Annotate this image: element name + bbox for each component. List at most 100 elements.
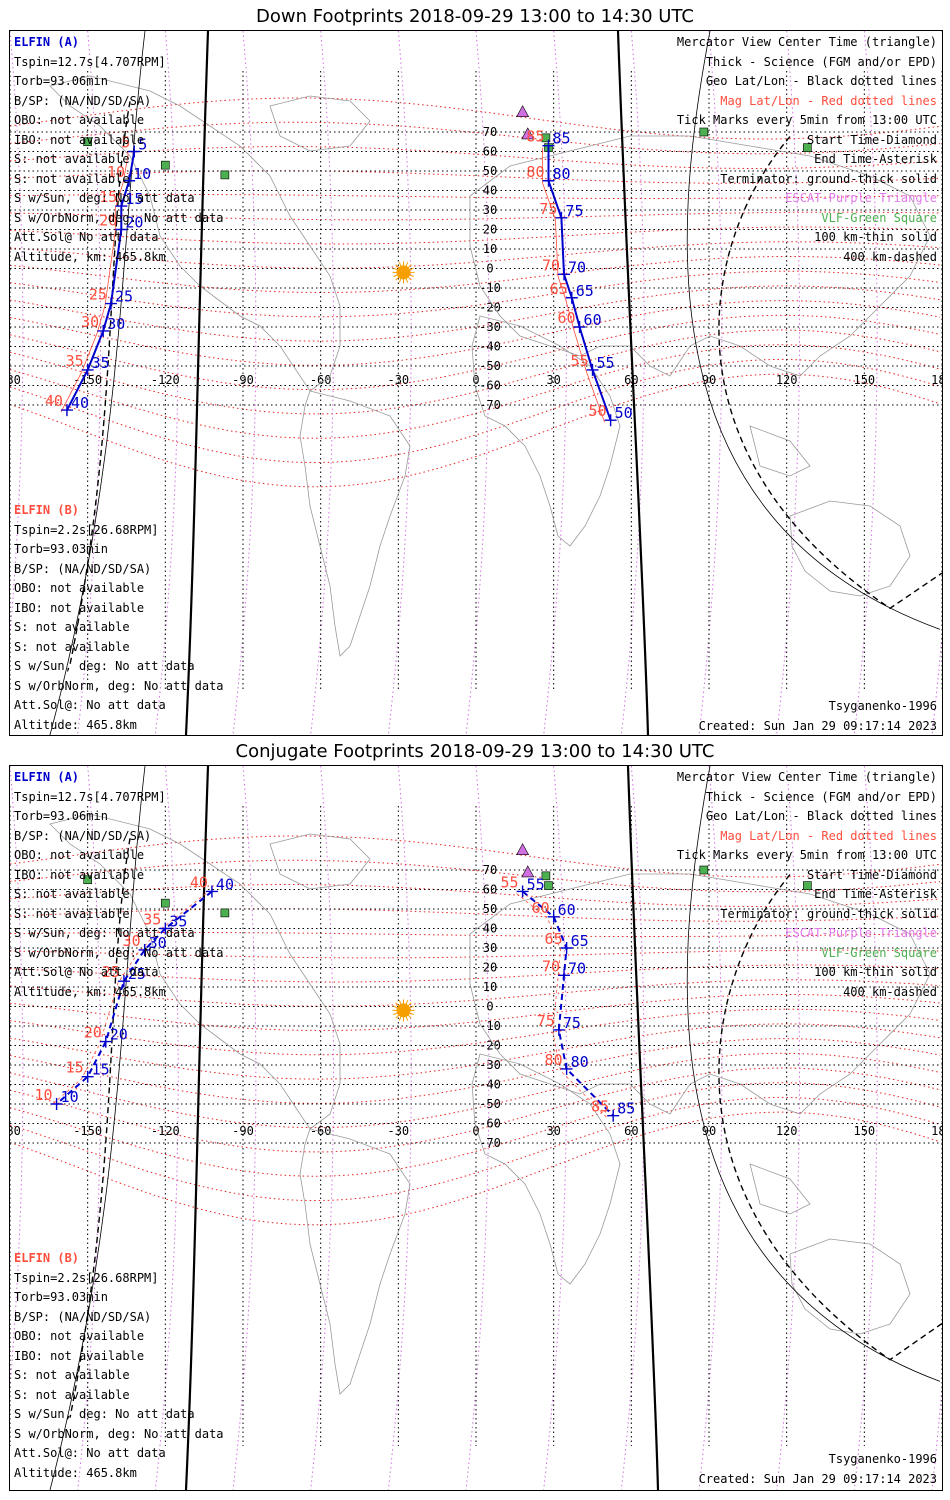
legend-line: Thick - Science (FGM and/or EPD) — [705, 54, 937, 69]
vlf-square — [541, 871, 551, 881]
tick-mark — [115, 200, 128, 213]
elfin-b-tick-label: 5 — [121, 134, 130, 152]
elfin-a-footprint-track — [547, 145, 612, 421]
info-line: S w/OrbNorm, deg: No att data — [14, 1426, 224, 1441]
elfin-a-tick-label: 60 — [558, 901, 576, 919]
elfin-a-tick-label: 5 — [138, 136, 147, 154]
elfin-b-tick-label: 75 — [537, 1012, 555, 1030]
lat-tick-label: -30 — [479, 1058, 501, 1072]
elfin-b-tick-label: 85 — [591, 1098, 609, 1116]
elfin-a-tick-label: 65 — [571, 932, 589, 950]
info-line: S w/OrbNorm, deg: No att data — [14, 210, 224, 225]
elfin-b-tick-label: 10 — [107, 163, 125, 181]
lon-tick-label: 90 — [702, 373, 716, 387]
legend-line: Tick Marks every 5min from 13:00 UTC — [676, 848, 937, 862]
legend-line: 100 km-thin solid — [814, 230, 937, 244]
altitude-100km-curve — [49, 766, 146, 1490]
tick-mark — [97, 324, 110, 337]
coastline — [749, 1163, 811, 1215]
tick-mark — [552, 1023, 565, 1036]
coastline — [749, 425, 811, 477]
elfin-b-tick-label: 55 — [570, 352, 588, 370]
created-label: Created: Sun Jan 29 09:17:14 2023 — [698, 1471, 937, 1486]
lat-tick-label: 0 — [486, 262, 493, 276]
lat-tick-label: 20 — [483, 961, 497, 975]
elfin-b-tick-label: 80 — [526, 163, 544, 181]
vlf-square — [541, 133, 551, 143]
legend-line: Terminator: ground-thick solid — [720, 171, 937, 186]
elfin-b-tick-label: 65 — [545, 930, 563, 948]
info-line: Torb=93.03min — [14, 542, 108, 556]
tick-mark — [138, 943, 151, 956]
mag-lon-line — [620, 31, 645, 735]
info-line: S: not available — [14, 171, 130, 186]
elfin-b-tick-label: 70 — [542, 256, 560, 274]
tick-mark — [586, 363, 599, 376]
mag-lat-line — [10, 170, 941, 184]
coastline — [789, 500, 911, 597]
legend: Mercator View Center Time (triangle) Thi… — [677, 768, 937, 1002]
legend-line: Mag Lat/Lon - Red dotted lines — [720, 93, 937, 108]
altitude-400km-curve — [718, 874, 942, 1361]
elfin-a-tick-label: 65 — [576, 282, 594, 300]
tick-mark — [516, 885, 529, 898]
elfin-a-tick-label: 80 — [552, 165, 570, 183]
lon-tick-label: 180 — [10, 1124, 21, 1138]
info-line: OBO: not available — [14, 1329, 145, 1343]
elfin-b-tick-label: 15 — [99, 188, 117, 206]
mag-lat-line — [10, 211, 941, 221]
elfin-b-info: ELFIN (B) Tspin=2.2s[26.68RPM] Torb=93.0… — [14, 501, 224, 735]
vlf-square — [220, 170, 230, 180]
created-label: Created: Sun Jan 29 09:17:14 2023 — [698, 718, 937, 733]
info-line: S: not available — [14, 906, 130, 921]
elfin-a-tick-label: 85 — [552, 130, 570, 148]
mag-lat-line — [10, 1052, 941, 1129]
info-line: Altitude: 465.8km — [14, 1465, 137, 1480]
tick-mark — [123, 174, 136, 187]
elfin-b-tick-label: 75 — [539, 200, 557, 218]
info-line: Tspin=12.7s[4.707RPM] — [14, 54, 166, 69]
info-line: S w/Sun, deg: No att data — [14, 191, 195, 205]
model-label: Tsyganenko-1996 — [828, 1452, 937, 1466]
lat-tick-label: -40 — [479, 340, 501, 354]
elfin-a-tick-label: 60 — [584, 311, 602, 329]
mag-lat-line — [10, 329, 941, 415]
elfin-b-tick-label: 15 — [66, 1059, 84, 1077]
elfin-b-footprint-track — [50, 893, 207, 1107]
info-line: IBO: not available — [14, 132, 145, 147]
mag-lon-line — [853, 31, 878, 735]
elfin-a-info: ELFIN (A) Tspin=12.7s[4.707RPM] Torb=93.… — [14, 768, 224, 1002]
mag-lat-line — [10, 1008, 941, 1056]
elfin-b-tick-label: 40 — [190, 873, 208, 891]
mag-lon-line — [77, 31, 102, 735]
tick-mark — [547, 910, 560, 923]
tick-mark — [128, 145, 141, 158]
coastline — [269, 833, 371, 890]
legend-line: 100 km-thin solid — [814, 965, 937, 979]
info-line: Altitude, km: 465.8km — [14, 984, 166, 999]
elfin-a-tick-label: 40 — [71, 394, 89, 412]
lon-tick-label: -30 — [387, 373, 409, 387]
lat-tick-label: 40 — [483, 184, 497, 198]
lat-tick-label: 10 — [483, 980, 497, 994]
elfin-b-tick-label: 25 — [102, 963, 120, 981]
tick-mark — [81, 363, 94, 376]
mag-lat-line — [10, 97, 941, 140]
info-line: S: not available — [14, 639, 130, 654]
elfin-b-tick-label: 60 — [557, 309, 575, 327]
mag-lat-line — [10, 194, 941, 199]
mag-lat-line — [10, 1038, 941, 1104]
mag-lon-line — [10, 31, 24, 641]
lat-tick-label: 70 — [483, 125, 497, 139]
coastline — [269, 95, 371, 152]
elfin-a-tick-label: 55 — [597, 354, 615, 372]
mag-lon-line — [387, 31, 412, 735]
elfin-b-tick-label: 60 — [532, 899, 550, 917]
vlf-square — [83, 875, 92, 885]
info-line: B/SP: (NA/ND/SD/SA) — [14, 561, 152, 576]
info-line: B/SP: (NA/ND/SD/SA) — [14, 93, 152, 108]
lon-tick-label: 30 — [546, 373, 560, 387]
elfin-a-tick-label: 30 — [149, 934, 167, 952]
mag-lat-line — [10, 270, 941, 318]
lat-tick-label: -20 — [479, 301, 501, 315]
